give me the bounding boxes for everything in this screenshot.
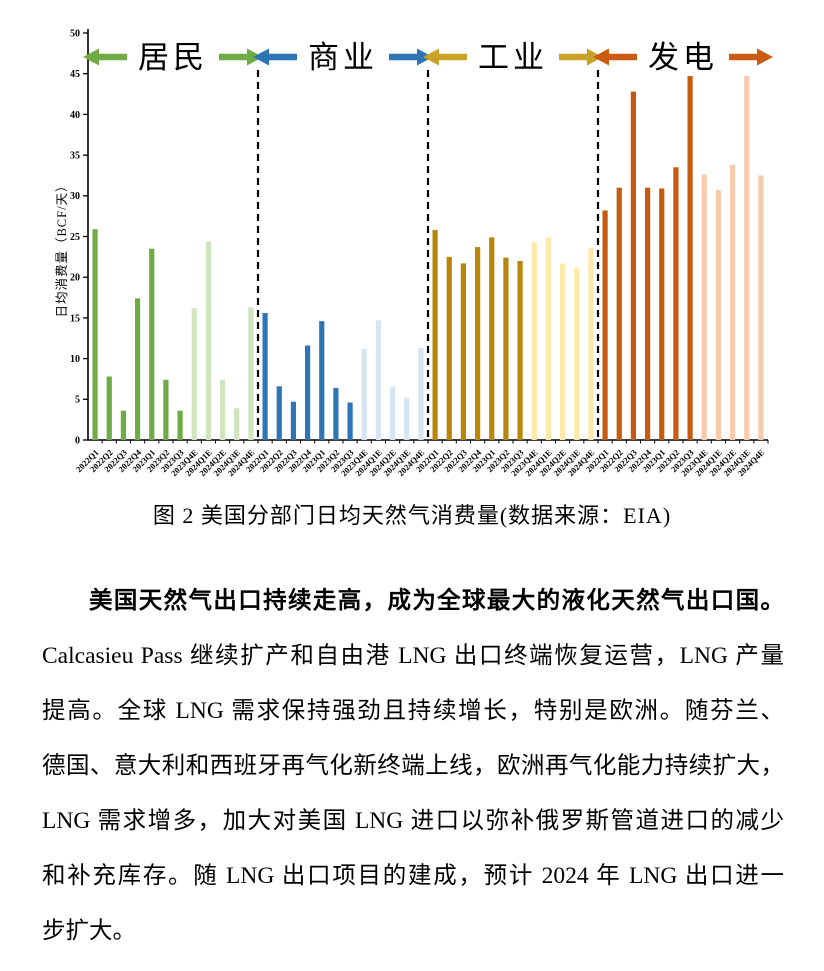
- bar: [149, 248, 155, 440]
- bar: [248, 307, 254, 440]
- bar: [474, 247, 481, 440]
- bar: [758, 175, 764, 440]
- bar: [602, 210, 608, 440]
- bar: [545, 237, 552, 440]
- paragraph-line: Calcasieu Pass 继续扩产和自由港 LNG 出口终端恢复运营，LNG…: [42, 643, 784, 669]
- bar: [701, 174, 707, 441]
- paragraph-line: 和补充库存。随 LNG 出口项目的建成，预计 2024 年 LNG 出口进一: [42, 863, 784, 889]
- bar: [744, 76, 750, 440]
- bar: [134, 298, 141, 440]
- bar: [517, 260, 523, 440]
- bar: [729, 164, 736, 441]
- bar: [219, 379, 226, 440]
- y-axis-title: 日均消费量（BCF/天）: [55, 178, 69, 317]
- y-tick-label: 40: [70, 110, 80, 121]
- bar: [163, 379, 169, 440]
- bar: [106, 376, 112, 440]
- bar: [404, 397, 410, 440]
- bar: [375, 320, 382, 440]
- y-tick-label: 20: [70, 273, 80, 284]
- bar: [92, 229, 98, 440]
- bar: [559, 263, 566, 440]
- bar: [191, 308, 197, 440]
- bar: [418, 348, 424, 440]
- bar: [687, 76, 693, 440]
- bar: [503, 257, 509, 440]
- bar: [361, 348, 367, 440]
- bar: [616, 187, 622, 440]
- y-tick-label: 25: [70, 232, 80, 243]
- bar: [574, 267, 580, 440]
- arrow-right-icon: [559, 48, 603, 66]
- bar: [588, 247, 594, 440]
- y-tick-label: 45: [70, 69, 80, 80]
- arrow-left-icon: [423, 48, 467, 66]
- arrow-right-icon: [729, 48, 773, 66]
- bar: [389, 387, 396, 440]
- section-header-label: 工业: [478, 40, 548, 75]
- arrow-right-icon: [389, 48, 433, 66]
- bar: [290, 401, 297, 440]
- bar: [347, 402, 353, 440]
- y-tick-label: 35: [70, 151, 80, 162]
- bar: [432, 229, 438, 440]
- bar: [460, 263, 467, 440]
- arrow-left-icon: [593, 48, 637, 66]
- y-tick-label: 50: [70, 28, 80, 39]
- paragraph-line: 美国天然气出口持续走高，成为全球最大的液化天然气出口国。: [89, 588, 784, 614]
- paragraph-line: 步扩大。: [42, 918, 136, 944]
- section-header-label: 居民: [138, 40, 208, 75]
- bar: [234, 408, 240, 440]
- bar: [276, 386, 282, 440]
- bar: [177, 410, 183, 440]
- bar: [531, 242, 537, 440]
- arrow-left-icon: [253, 48, 297, 66]
- arrow-left-icon: [83, 48, 127, 66]
- bar: [333, 387, 339, 440]
- bar: [715, 190, 722, 440]
- bar: [630, 91, 637, 440]
- paragraph-line: 德国、意大利和西班牙再气化新终端上线，欧洲再气化能力持续扩大，: [42, 753, 784, 779]
- figure-caption: 图 2 美国分部门日均天然气消费量(数据来源：EIA): [152, 503, 672, 528]
- y-tick-label: 15: [70, 313, 80, 324]
- bar: [489, 237, 495, 440]
- bar: [120, 410, 127, 440]
- bar: [644, 187, 651, 440]
- y-tick-label: 30: [70, 191, 80, 202]
- bar: [205, 241, 212, 440]
- arrow-right-icon: [219, 48, 263, 66]
- bar: [304, 345, 311, 440]
- gas-consumption-chart: 0 5 10 15 20 25 30 35 40 45 50 日均消费量（BCF/天） 居民 2022Q1…: [52, 16, 796, 496]
- bar: [659, 188, 665, 440]
- y-tick-label: 10: [70, 354, 80, 365]
- bar: [673, 167, 679, 440]
- body-paragraph: 美国天然气出口持续走高，成为全球最大的液化天然气出口国。 Calcasieu P…: [42, 574, 784, 959]
- section-header-label: 发电: [648, 40, 718, 75]
- y-tick-label: 0: [75, 435, 80, 446]
- bar: [446, 256, 452, 440]
- y-tick-label: 5: [75, 395, 80, 406]
- chart-svg: 05101520253035404550日均消费量（BCF/天）居民2022Q1…: [55, 28, 773, 478]
- bar: [262, 313, 268, 440]
- section-header-label: 商业: [308, 40, 378, 75]
- paragraph-line: LNG 需求增多，加大对美国 LNG 进口以弥补俄罗斯管道进口的减少: [42, 808, 784, 834]
- bar: [319, 321, 325, 440]
- paragraph-line: 提高。全球 LNG 需求保持强劲且持续增长，特别是欧洲。随芬兰、: [42, 698, 784, 724]
